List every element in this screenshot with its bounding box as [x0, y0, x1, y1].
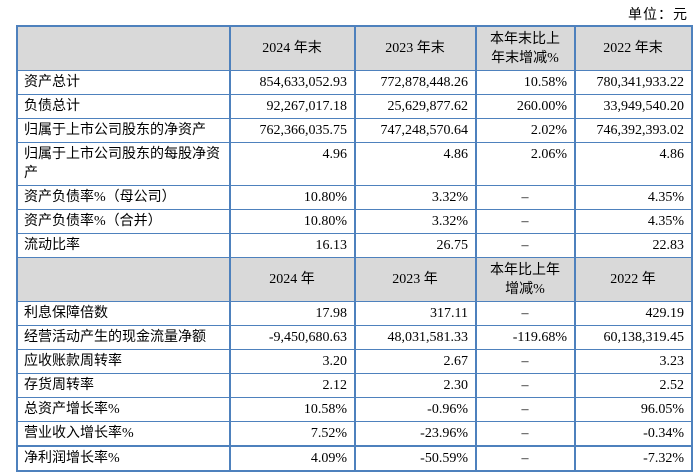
value-cell: 762,366,035.75 [229, 118, 356, 143]
value-cell: -50.59% [354, 445, 477, 472]
table-row: 归属于上市公司股东的净资产 762,366,035.75 747,248,570.6… [16, 118, 693, 143]
row-label: 总资产增长率% [16, 397, 231, 422]
row-label: 负债总计 [16, 94, 231, 119]
header-empty-cell [16, 257, 231, 302]
value-cell: 10.58% [475, 70, 576, 95]
section-header-row: 2024 年末 2023 年末 本年末比上 年末增减% 2022 年末 [16, 25, 693, 71]
value-cell: 4.86 [354, 142, 477, 186]
column-header: 本年比上年 增减% [475, 257, 576, 302]
table-row: 资产负债率%（母公司） 10.80% 3.32% –4.35% [16, 185, 693, 210]
value-cell: -0.96% [354, 397, 477, 422]
column-header: 2022 年末 [574, 25, 693, 71]
value-cell: 2.12 [229, 373, 356, 398]
value-cell: 4.86 [574, 142, 693, 186]
row-label: 资产负债率%（母公司） [16, 185, 231, 210]
row-label: 净利润增长率% [16, 445, 231, 472]
value-cell-dash: – [475, 445, 576, 472]
header-empty-cell [16, 25, 231, 71]
value-cell: 2.52 [574, 373, 693, 398]
value-cell: 25,629,877.62 [354, 94, 477, 119]
row-label: 资产负债率%（合并） [16, 209, 231, 234]
section-header-row: 2024 年 2023 年本年比上年 增减% 2022 年 [16, 257, 693, 302]
value-cell: 4.35% [574, 209, 693, 234]
row-label: 流动比率 [16, 233, 231, 258]
value-cell: 2.02% [475, 118, 576, 143]
table-row: 利息保障倍数 17.98 317.11–429.19 [16, 301, 693, 326]
value-cell: 26.75 [354, 233, 477, 258]
value-cell-dash: – [475, 209, 576, 234]
value-cell: 60,138,319.45 [574, 325, 693, 350]
value-cell-dash: – [475, 397, 576, 422]
column-header: 2023 年 [354, 257, 477, 302]
value-cell: -0.34% [574, 421, 693, 447]
table-row: 资产负债率%（合并） 10.80% 3.32% –4.35% [16, 209, 693, 234]
row-label: 营业收入增长率% [16, 421, 231, 447]
table-row: 应收账款周转率 3.20 2.67–3.23 [16, 349, 693, 374]
value-cell: 4.35% [574, 185, 693, 210]
column-header: 本年末比上 年末增减% [475, 25, 576, 71]
table-row: 净利润增长率% 4.09% -50.59% – -7.32% [16, 445, 693, 472]
value-cell: 780,341,933.22 [574, 70, 693, 95]
value-cell-dash: – [475, 373, 576, 398]
value-cell-dash: – [475, 233, 576, 258]
value-cell: 10.80% [229, 209, 356, 234]
unit-label: 单位：元 [628, 8, 688, 23]
value-cell: 22.83 [574, 233, 693, 258]
value-cell: 854,633,052.93 [229, 70, 356, 95]
value-cell: 3.23 [574, 349, 693, 374]
table-row: 营业收入增长率% 7.52% -23.96% – -0.34% [16, 421, 693, 447]
row-label: 经营活动产生的现金流量净额 [16, 325, 231, 350]
value-cell: 3.20 [229, 349, 356, 374]
value-cell: 17.98 [229, 301, 356, 326]
value-cell-dash: – [475, 421, 576, 447]
table-row: 负债总计 92,267,017.18 25,629,877.62 260.00% 33,… [16, 94, 693, 119]
value-cell: 3.32% [354, 209, 477, 234]
value-cell: 746,392,393.02 [574, 118, 693, 143]
value-cell: -119.68% [475, 325, 576, 350]
value-cell: 429.19 [574, 301, 693, 326]
value-cell-dash: – [475, 349, 576, 374]
value-cell-dash: – [475, 301, 576, 326]
row-label: 应收账款周转率 [16, 349, 231, 374]
value-cell: 4.96 [229, 142, 356, 186]
row-label: 资产总计 [16, 70, 231, 95]
value-cell: 2.67 [354, 349, 477, 374]
value-cell: 96.05% [574, 397, 693, 422]
value-cell: 16.13 [229, 233, 356, 258]
column-header: 2023 年末 [354, 25, 477, 71]
value-cell: 33,949,540.20 [574, 94, 693, 119]
value-cell: 48,031,581.33 [354, 325, 477, 350]
value-cell: 10.80% [229, 185, 356, 210]
value-cell: 317.11 [354, 301, 477, 326]
table-row: 归属于上市公司股东的每股净资产 4.96 4.86 2.06% 4.86 [16, 142, 693, 186]
row-label: 利息保障倍数 [16, 301, 231, 326]
value-cell: 3.32% [354, 185, 477, 210]
value-cell: -9,450,680.63 [229, 325, 356, 350]
value-cell: -7.32% [574, 445, 693, 472]
financial-table-body: 2024 年末 2023 年末 本年末比上 年末增减% 2022 年末 资产总计 854,… [16, 25, 693, 472]
table-row: 经营活动产生的现金流量净额 -9,450,680.63 48,031,581.33-… [16, 325, 693, 350]
value-cell: 2.30 [354, 373, 477, 398]
value-cell: 10.58% [229, 397, 356, 422]
value-cell: 747,248,570.64 [354, 118, 477, 143]
table-row: 存货周转率 2.12 2.30–2.52 [16, 373, 693, 398]
table-row: 流动比率 16.13 26.75–22.83 [16, 233, 693, 258]
row-label: 归属于上市公司股东的每股净资产 [16, 142, 231, 186]
value-cell: 772,878,448.26 [354, 70, 477, 95]
column-header: 2022 年 [574, 257, 693, 302]
table-row: 总资产增长率% 10.58% -0.96% –96.05% [16, 397, 693, 422]
table-row: 资产总计 854,633,052.93 772,878,448.26 10.58% 78… [16, 70, 693, 95]
row-label: 归属于上市公司股东的净资产 [16, 118, 231, 143]
column-header: 2024 年 [229, 257, 356, 302]
financial-summary-table: 2024 年末 2023 年末 本年末比上 年末增减% 2022 年末 资产总计 854,… [16, 25, 693, 472]
value-cell: 4.09% [229, 445, 356, 472]
value-cell: -23.96% [354, 421, 477, 447]
value-cell-dash: – [475, 185, 576, 210]
row-label: 存货周转率 [16, 373, 231, 398]
value-cell: 260.00% [475, 94, 576, 119]
value-cell: 92,267,017.18 [229, 94, 356, 119]
value-cell: 2.06% [475, 142, 576, 186]
value-cell: 7.52% [229, 421, 356, 447]
column-header: 2024 年末 [229, 25, 356, 71]
